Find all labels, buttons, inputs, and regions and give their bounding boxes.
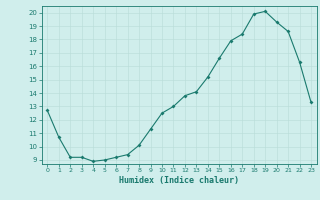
X-axis label: Humidex (Indice chaleur): Humidex (Indice chaleur)	[119, 176, 239, 185]
